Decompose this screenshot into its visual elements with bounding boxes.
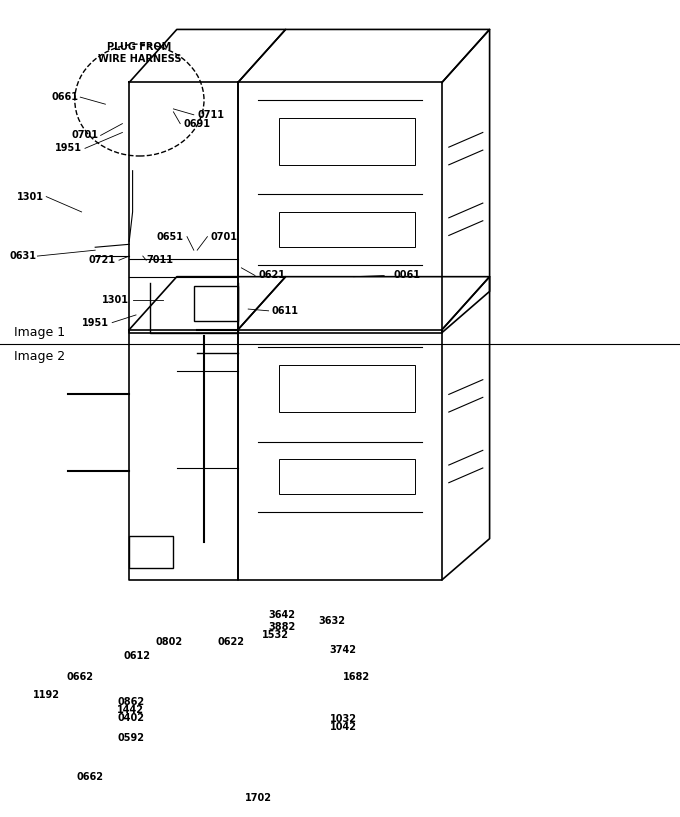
Bar: [129, 536, 173, 568]
Text: 1682: 1682: [343, 672, 371, 682]
Text: 0721: 0721: [88, 255, 116, 266]
Text: 0592: 0592: [117, 733, 144, 743]
Bar: [279, 365, 415, 412]
Bar: [279, 118, 415, 165]
Text: 1042: 1042: [330, 722, 357, 732]
Text: 1442: 1442: [117, 705, 144, 715]
Text: 0402: 0402: [117, 713, 144, 723]
Text: 0621: 0621: [258, 270, 286, 280]
Text: 0631: 0631: [9, 251, 36, 261]
Text: Image 1: Image 1: [14, 326, 65, 339]
Text: 1301: 1301: [17, 192, 44, 202]
Bar: [279, 212, 415, 248]
Text: 0691: 0691: [184, 118, 211, 128]
Text: 0622: 0622: [218, 636, 245, 646]
Text: 1702: 1702: [245, 792, 272, 802]
Text: 0611: 0611: [272, 306, 299, 316]
Text: 0651: 0651: [156, 232, 184, 242]
Text: 3642: 3642: [269, 610, 296, 620]
Text: 0612: 0612: [124, 651, 151, 662]
Text: 1532: 1532: [262, 630, 289, 640]
Text: 1951: 1951: [54, 143, 82, 154]
Text: 1192: 1192: [33, 690, 60, 699]
Text: 1951: 1951: [82, 318, 109, 328]
Text: 3632: 3632: [318, 616, 345, 626]
Text: 0662: 0662: [67, 672, 94, 682]
Text: 0662: 0662: [76, 772, 103, 782]
Text: 1301: 1301: [102, 295, 129, 306]
Text: 0862: 0862: [117, 697, 144, 707]
Text: 7011: 7011: [146, 255, 173, 266]
Text: 0701: 0701: [71, 131, 99, 141]
Text: 3882: 3882: [269, 622, 296, 632]
Text: 0661: 0661: [51, 92, 78, 102]
Text: 0061: 0061: [393, 270, 420, 280]
Bar: [279, 459, 415, 494]
Text: 3742: 3742: [330, 645, 357, 655]
Text: 1032: 1032: [330, 714, 357, 725]
Text: 0802: 0802: [155, 636, 182, 646]
Bar: [194, 285, 238, 321]
Text: 0701: 0701: [211, 232, 238, 242]
Text: PLUG FROM
WIRE HARNESS: PLUG FROM WIRE HARNESS: [98, 42, 181, 64]
Text: 0711: 0711: [197, 109, 224, 120]
Text: Image 2: Image 2: [14, 350, 65, 363]
